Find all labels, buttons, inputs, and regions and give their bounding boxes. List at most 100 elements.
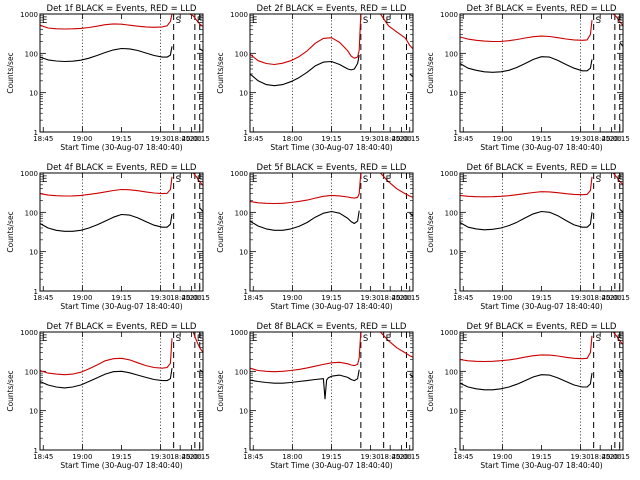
y-tick-label: 1000 <box>230 170 248 178</box>
x-tick-label: 20:00 <box>601 135 621 143</box>
x-tick-label: 18:45 <box>33 294 53 302</box>
x-tick-label: 20:00 <box>391 135 411 143</box>
x-axis-label: Start Time (30-Aug-07 18:40:40) <box>270 461 392 470</box>
chart-title: Det 1f BLACK = Events, RED = LLD <box>47 4 197 14</box>
event-marker-s: S <box>363 175 368 185</box>
y-tick-label: 10 <box>239 408 248 416</box>
x-tick-label: 18:45 <box>590 294 610 302</box>
lld-series-line <box>39 172 204 197</box>
event-marker-s: S <box>176 334 181 344</box>
event-marker-s: S <box>363 334 368 344</box>
y-axis-label: Counts/sec <box>6 52 15 93</box>
x-tick-label: 20:15 <box>400 453 420 461</box>
y-tick-label: 10 <box>29 408 38 416</box>
x-tick-label: 20:15 <box>400 294 420 302</box>
y-tick-label: 1000 <box>20 11 38 19</box>
x-tick-label: 18:00 <box>282 135 302 143</box>
chart-panel-2: Det 2f BLACK = Events, RED = LLD 1 10 100 10… <box>216 4 420 152</box>
y-tick-label: 1000 <box>440 170 458 178</box>
events-series-line <box>39 46 204 63</box>
x-tick-label: 18:45 <box>380 294 400 302</box>
chart-panel-1: Det 1f BLACK = Events, RED = LLD 1 10 100 10… <box>6 4 210 152</box>
y-tick-label: 1 <box>34 288 38 296</box>
x-tick-label: 19:00 <box>72 453 92 461</box>
x-tick-label: 19:15 <box>531 453 551 461</box>
x-tick-label: 19:00 <box>72 135 92 143</box>
event-marker-e: E <box>386 334 391 344</box>
x-tick-label: 19:15 <box>321 135 341 143</box>
x-tick-label: 19:00 <box>282 294 302 302</box>
lld-series-line <box>459 172 624 198</box>
lld-series-line <box>39 331 204 376</box>
chart-panel-9: Det 9f BLACK = Events, RED = LLD 1 10 100 10… <box>426 322 630 470</box>
x-tick-label: 20:15 <box>190 294 210 302</box>
event-marker-e: E <box>197 175 202 185</box>
events-series-line <box>459 368 624 391</box>
y-tick-label: 1000 <box>440 329 458 337</box>
y-tick-label: 100 <box>25 368 38 376</box>
chart-title: Det 3f BLACK = Events, RED = LLD <box>467 4 617 14</box>
x-tick-label: 19:30 <box>571 135 591 143</box>
y-tick-label: 1000 <box>230 11 248 19</box>
x-tick-label: 19:15 <box>111 135 131 143</box>
plot-frame <box>459 172 624 292</box>
y-tick-label: 10 <box>239 249 248 257</box>
event-marker-s: S <box>176 16 181 26</box>
x-tick-label: 20:00 <box>181 453 201 461</box>
x-tick-label: 18:45 <box>170 294 190 302</box>
plot-frame <box>459 331 624 451</box>
chart-panel-7: Det 7f BLACK = Events, RED = LLD 1 10 100 10… <box>6 322 210 470</box>
x-tick-label: 18:00 <box>282 453 302 461</box>
lld-series-line <box>39 13 204 30</box>
x-axis-label: Start Time (30-Aug-07 18:40:40) <box>60 143 182 152</box>
x-axis-label: Start Time (30-Aug-07 18:40:40) <box>60 461 182 470</box>
x-tick-label: 20:15 <box>610 135 630 143</box>
y-tick-label: 1 <box>454 447 458 455</box>
y-tick-label: 100 <box>235 50 248 58</box>
x-tick-label: 19:15 <box>111 294 131 302</box>
x-tick-label: 19:30 <box>571 453 591 461</box>
x-tick-label: 20:15 <box>610 294 630 302</box>
chart-panel-8: Det 8f BLACK = Events, RED = LLD 1 10 100 10… <box>216 322 420 470</box>
event-marker-s: S <box>176 175 181 185</box>
y-tick-label: 10 <box>449 90 458 98</box>
x-tick-label: 18:45 <box>33 453 53 461</box>
x-tick-label: 18:45 <box>170 453 190 461</box>
x-axis-label: Start Time (30-Aug-07 18:40:40) <box>480 143 602 152</box>
chart-title: Det 4f BLACK = Events, RED = LLD <box>47 163 197 173</box>
x-tick-label: 19:15 <box>321 453 341 461</box>
events-series-line <box>39 207 204 232</box>
x-tick-label: 20:15 <box>610 453 630 461</box>
x-axis-label: Start Time (30-Aug-07 18:40:40) <box>60 302 182 311</box>
y-tick-label: 10 <box>449 408 458 416</box>
x-tick-label: 20:15 <box>190 135 210 143</box>
event-marker-e: E <box>252 16 257 26</box>
x-tick-label: 20:00 <box>601 294 621 302</box>
chart-title: Det 7f BLACK = Events, RED = LLD <box>47 322 197 332</box>
lld-series-line <box>249 331 414 373</box>
x-tick-label: 19:15 <box>531 135 551 143</box>
chart-panel-4: Det 4f BLACK = Events, RED = LLD 1 10 100 10… <box>6 163 210 311</box>
plot-frame <box>249 13 414 133</box>
y-tick-label: 1 <box>34 129 38 137</box>
x-tick-label: 18:45 <box>243 135 263 143</box>
x-tick-label: 20:15 <box>190 453 210 461</box>
x-tick-label: 20:00 <box>391 294 411 302</box>
x-tick-label: 18:45 <box>590 135 610 143</box>
event-marker-e: E <box>386 16 391 26</box>
x-tick-label: 18:45 <box>590 453 610 461</box>
event-marker-s: S <box>596 16 601 26</box>
events-series-line <box>39 368 204 389</box>
event-marker-s: S <box>596 334 601 344</box>
chart-panel-3: Det 3f BLACK = Events, RED = LLD 1 10 100 10… <box>426 4 630 152</box>
y-tick-label: 100 <box>445 209 458 217</box>
y-tick-label: 10 <box>29 249 38 257</box>
events-series-line <box>459 42 624 73</box>
chart-panel-6: Det 6f BLACK = Events, RED = LLD 1 10 100 10… <box>426 163 630 311</box>
y-tick-label: 10 <box>29 90 38 98</box>
events-series-line <box>249 369 414 400</box>
y-axis-label: Counts/sec <box>426 211 435 252</box>
plot-frame <box>249 331 414 451</box>
y-tick-label: 1 <box>244 129 248 137</box>
x-tick-label: 18:45 <box>33 135 53 143</box>
